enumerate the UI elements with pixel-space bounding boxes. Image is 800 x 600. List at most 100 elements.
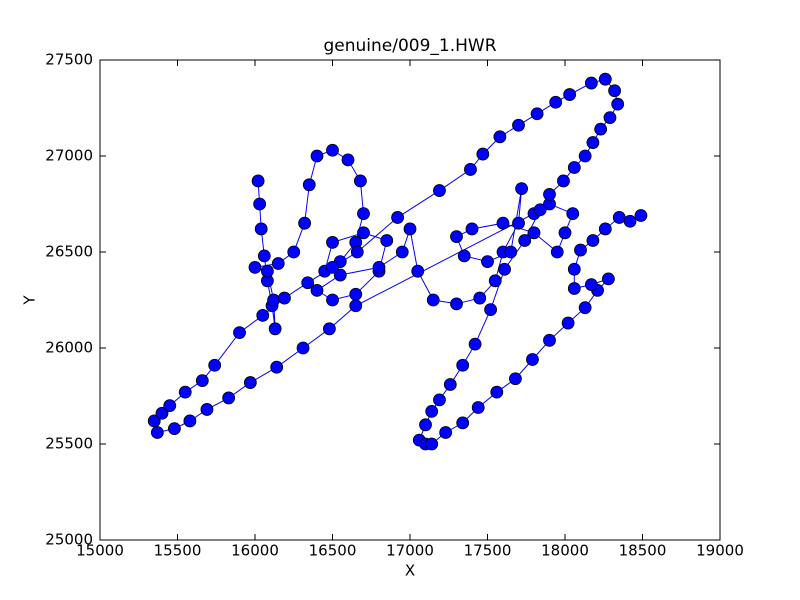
x-tick-label: 17500 [464, 542, 512, 560]
data-point [350, 245, 364, 259]
data-point [353, 174, 367, 188]
data-point [563, 88, 577, 101]
data-point [598, 72, 612, 86]
data-point [526, 353, 539, 366]
data-point [598, 222, 612, 236]
data-point [578, 301, 592, 315]
data-point [257, 249, 271, 263]
data-point [496, 216, 510, 230]
data-point [476, 147, 490, 161]
data-point [298, 216, 312, 230]
data-point [457, 249, 471, 263]
data-point [586, 234, 600, 247]
data-point [301, 276, 315, 290]
y-tick-label: 27000 [45, 147, 93, 165]
data-point [278, 291, 291, 305]
data-point [512, 216, 525, 230]
chart-title: genuine/009_1.HWR [323, 36, 496, 56]
data-point [268, 322, 282, 336]
data-point [195, 374, 209, 388]
data-point [509, 372, 522, 386]
x-tick-label: 18500 [619, 542, 667, 560]
data-point [233, 326, 246, 340]
data-point [594, 122, 608, 136]
data-point [391, 211, 405, 224]
x-tick-label: 15500 [154, 542, 202, 560]
data-point [471, 401, 485, 414]
data-point [163, 399, 177, 413]
data-point [481, 255, 494, 269]
data-point [456, 358, 470, 372]
data-point [450, 230, 463, 244]
data-point [150, 426, 164, 439]
data-point [395, 245, 409, 259]
data-point [357, 226, 370, 240]
data-point [200, 403, 214, 416]
data-point [584, 76, 598, 90]
data-point [411, 264, 425, 278]
y-tick-label: 26000 [45, 339, 93, 357]
y-tick-label: 25000 [45, 531, 93, 549]
data-point [493, 130, 507, 144]
data-point [357, 207, 370, 221]
data-point [498, 262, 511, 276]
data-point [260, 264, 274, 278]
y-tick-label: 27500 [45, 51, 93, 69]
data-point [433, 184, 446, 197]
data-point [550, 245, 564, 259]
data-point [248, 260, 262, 274]
x-tick-label: 16500 [309, 542, 357, 560]
data-point [634, 209, 648, 222]
data-point [372, 260, 386, 274]
data-point [490, 385, 504, 399]
data-point [326, 235, 339, 249]
data-point [380, 234, 394, 247]
data-point [270, 360, 284, 374]
data-point [456, 416, 470, 430]
data-point [433, 393, 446, 407]
data-point [243, 376, 257, 389]
data-point [558, 226, 572, 240]
data-point [578, 149, 592, 163]
data-point [527, 226, 541, 240]
data-point [623, 214, 637, 228]
data-point [253, 197, 267, 211]
data-point [155, 406, 169, 420]
data-point [349, 299, 363, 313]
x-tick-label: 18000 [541, 542, 589, 560]
data-point [450, 297, 463, 311]
data-point [167, 422, 181, 436]
data-point [296, 341, 310, 355]
data-point [326, 293, 339, 307]
data-point [504, 245, 518, 259]
data-point [183, 414, 197, 428]
data-point [567, 262, 581, 276]
data-point [425, 437, 439, 451]
data-point [426, 293, 440, 307]
y-tick-label: 25500 [45, 435, 93, 453]
data-point [608, 84, 621, 98]
data-point [254, 222, 268, 236]
data-point [326, 260, 339, 274]
data-point [341, 153, 355, 167]
data-point [302, 178, 316, 192]
y-tick-label: 26500 [45, 243, 93, 261]
data-point [488, 274, 502, 288]
data-point [251, 174, 265, 188]
data-point [178, 385, 192, 399]
data-point [267, 293, 281, 307]
data-point [530, 107, 544, 121]
data-point [326, 143, 339, 157]
data-point [574, 243, 587, 257]
data-point [567, 161, 581, 174]
data-point [612, 211, 626, 224]
x-tick-label: 19000 [696, 542, 744, 560]
data-point [419, 418, 432, 432]
data-point [518, 234, 532, 247]
data-point [222, 391, 236, 405]
data-point [611, 97, 625, 111]
data-point [310, 149, 324, 163]
data-point [566, 207, 580, 221]
data-point [403, 222, 417, 236]
